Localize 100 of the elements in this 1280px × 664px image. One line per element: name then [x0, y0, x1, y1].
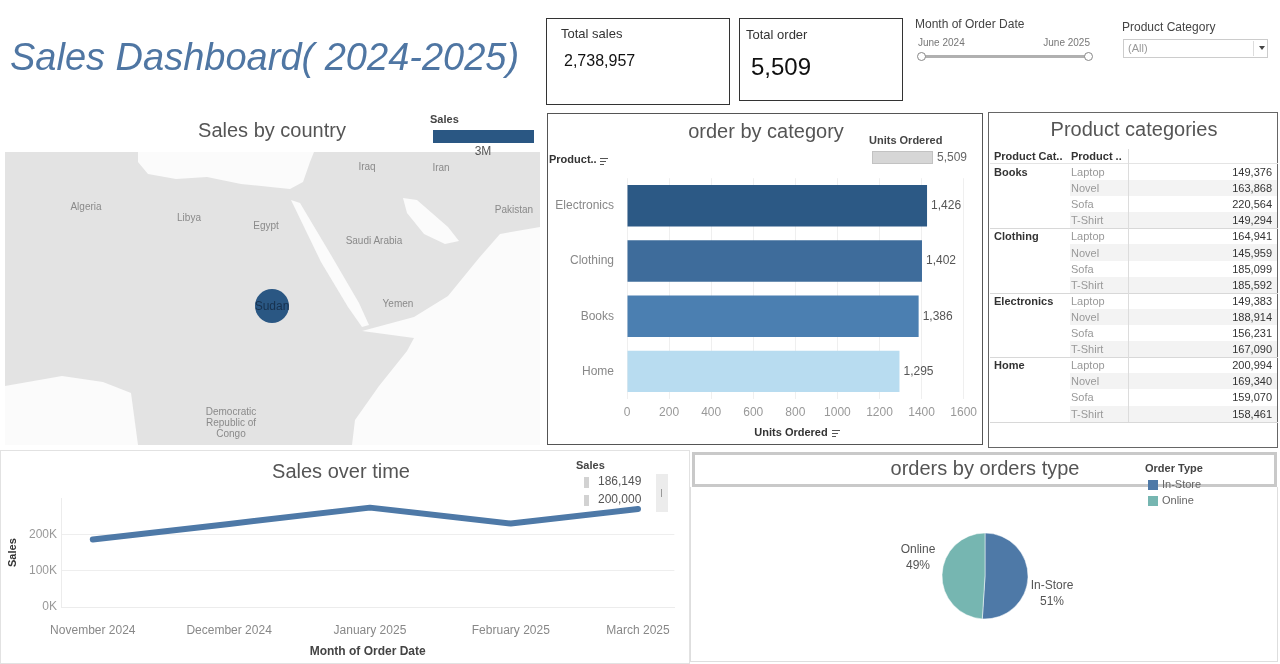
bar: [627, 185, 928, 227]
text: Product Cat..: [994, 150, 1063, 162]
x-tick-label: February 2025: [471, 622, 551, 637]
text: Iraq: [358, 161, 376, 172]
legend-title: Sales: [430, 113, 459, 125]
chart-title: order by category: [688, 120, 844, 143]
text: June 2025: [1043, 37, 1090, 48]
annotation: 200,000: [598, 492, 642, 506]
legend-label: Online: [1162, 494, 1194, 506]
text: Total order: [746, 27, 808, 42]
data-label: 158,461: [1232, 407, 1272, 420]
data-label: 1,402: [925, 253, 957, 268]
chart-title: orders by orders type: [890, 457, 1080, 480]
data-label: 156,231: [1232, 327, 1272, 339]
bar: [627, 350, 900, 393]
data-label: 185,592: [1232, 278, 1272, 291]
data-label: 149,294: [1232, 214, 1272, 227]
data-label: 164,941: [1232, 230, 1272, 243]
legend-title: Units Ordered: [869, 134, 943, 146]
slice-label: Online: [900, 542, 936, 557]
chart-title: Sales over time: [272, 460, 410, 483]
category-label: Novel: [1071, 182, 1100, 195]
x-tick-label: March 2025: [606, 622, 671, 637]
x-tick-label: November 2024: [50, 622, 136, 637]
bar: [627, 240, 922, 282]
x-axis-title: Units Ordered: [754, 426, 828, 438]
text: Libya: [177, 212, 201, 223]
x-tick-label: 600: [743, 404, 764, 419]
text: Sales Dashboard( 2024-2025): [10, 36, 520, 79]
y-tick-label: 0K: [42, 599, 57, 614]
category-label: Laptop: [1071, 230, 1105, 243]
category-label: Sofa: [1071, 262, 1094, 275]
text: Product categories: [1050, 118, 1218, 141]
category-label: Laptop: [1071, 359, 1105, 372]
category-label: Sofa: [1071, 391, 1094, 404]
y-tick-label: 200K: [28, 526, 57, 541]
bar: [627, 295, 919, 337]
category-label: T-Shirt: [1071, 214, 1104, 227]
text: Saudi Arabia: [345, 235, 403, 246]
category-label: Sofa: [1071, 327, 1094, 339]
y-tick-label: Home: [581, 363, 615, 378]
x-tick-label: December 2024: [186, 622, 273, 637]
y-tick-label: Books: [580, 308, 614, 323]
text: Clothing: [994, 230, 1039, 243]
text: 2,738,957: [564, 52, 636, 70]
legend-label: In-Store: [1162, 478, 1202, 490]
x-tick-label: 1000: [824, 404, 852, 419]
data-label: 1,426: [931, 198, 962, 213]
data-label: 185,099: [1232, 262, 1272, 275]
data-label: 188,914: [1232, 310, 1272, 323]
x-tick-label: 200: [659, 404, 680, 419]
category-label: T-Shirt: [1071, 407, 1104, 420]
data-label: 169,340: [1232, 375, 1272, 388]
data-label: 145,959: [1232, 246, 1272, 259]
data-label: 220,564: [1232, 198, 1272, 211]
text: Month of Order Date: [915, 17, 1025, 31]
x-tick-label: 1200: [866, 404, 894, 419]
text: Product Category: [1122, 20, 1216, 34]
category-label: Laptop: [1071, 166, 1105, 178]
text: Home: [994, 359, 1025, 372]
data-label: 49%: [905, 558, 931, 573]
text: Yemen: [382, 298, 414, 309]
text: Pakistan: [494, 204, 534, 215]
text: Egypt: [253, 220, 279, 231]
data-label: 200,994: [1232, 359, 1272, 372]
text: June 2024: [918, 37, 965, 48]
text: Iran: [432, 162, 450, 173]
data-label: 1,295: [903, 363, 934, 378]
y-tick-label: Clothing: [569, 253, 614, 268]
text: Total sales: [561, 26, 623, 41]
category-label: Novel: [1071, 246, 1100, 259]
text: Democratic Republic of Congo: [204, 406, 258, 439]
x-tick-label: 800: [785, 404, 806, 419]
y-tick-label: Electronics: [555, 198, 614, 213]
text: 186,149: [598, 474, 642, 488]
category-label: Sofa: [1071, 198, 1094, 211]
category-label: Novel: [1071, 375, 1100, 388]
text: Algeria: [70, 201, 102, 212]
text: Electronics: [994, 294, 1054, 307]
y-tick-label: 100K: [28, 563, 57, 578]
legend-title: Order Type: [1145, 462, 1203, 474]
x-tick-label: 0: [623, 404, 631, 419]
text: 3M: [474, 144, 492, 158]
data-label: 51%: [1039, 594, 1065, 609]
data-label: 1,386: [922, 308, 953, 323]
x-tick-label: January 2025: [333, 622, 407, 637]
slice-label: In-Store: [1030, 578, 1074, 593]
x-tick-label: 1600: [950, 404, 978, 419]
y-axis-title: Product..: [549, 153, 597, 165]
dropdown-box: (All): [1123, 39, 1268, 58]
category-label: T-Shirt: [1071, 343, 1104, 356]
text: 5,509: [937, 150, 968, 164]
data-label: 163,868: [1232, 182, 1272, 195]
text: 5,509: [751, 53, 812, 81]
data-label: 159,070: [1232, 391, 1272, 404]
text: Books: [994, 166, 1028, 178]
x-axis-title: Month of Order Date: [309, 644, 427, 659]
data-label: 167,090: [1232, 343, 1272, 356]
x-tick-label: 400: [701, 404, 722, 419]
text: Product ..: [1071, 150, 1122, 162]
